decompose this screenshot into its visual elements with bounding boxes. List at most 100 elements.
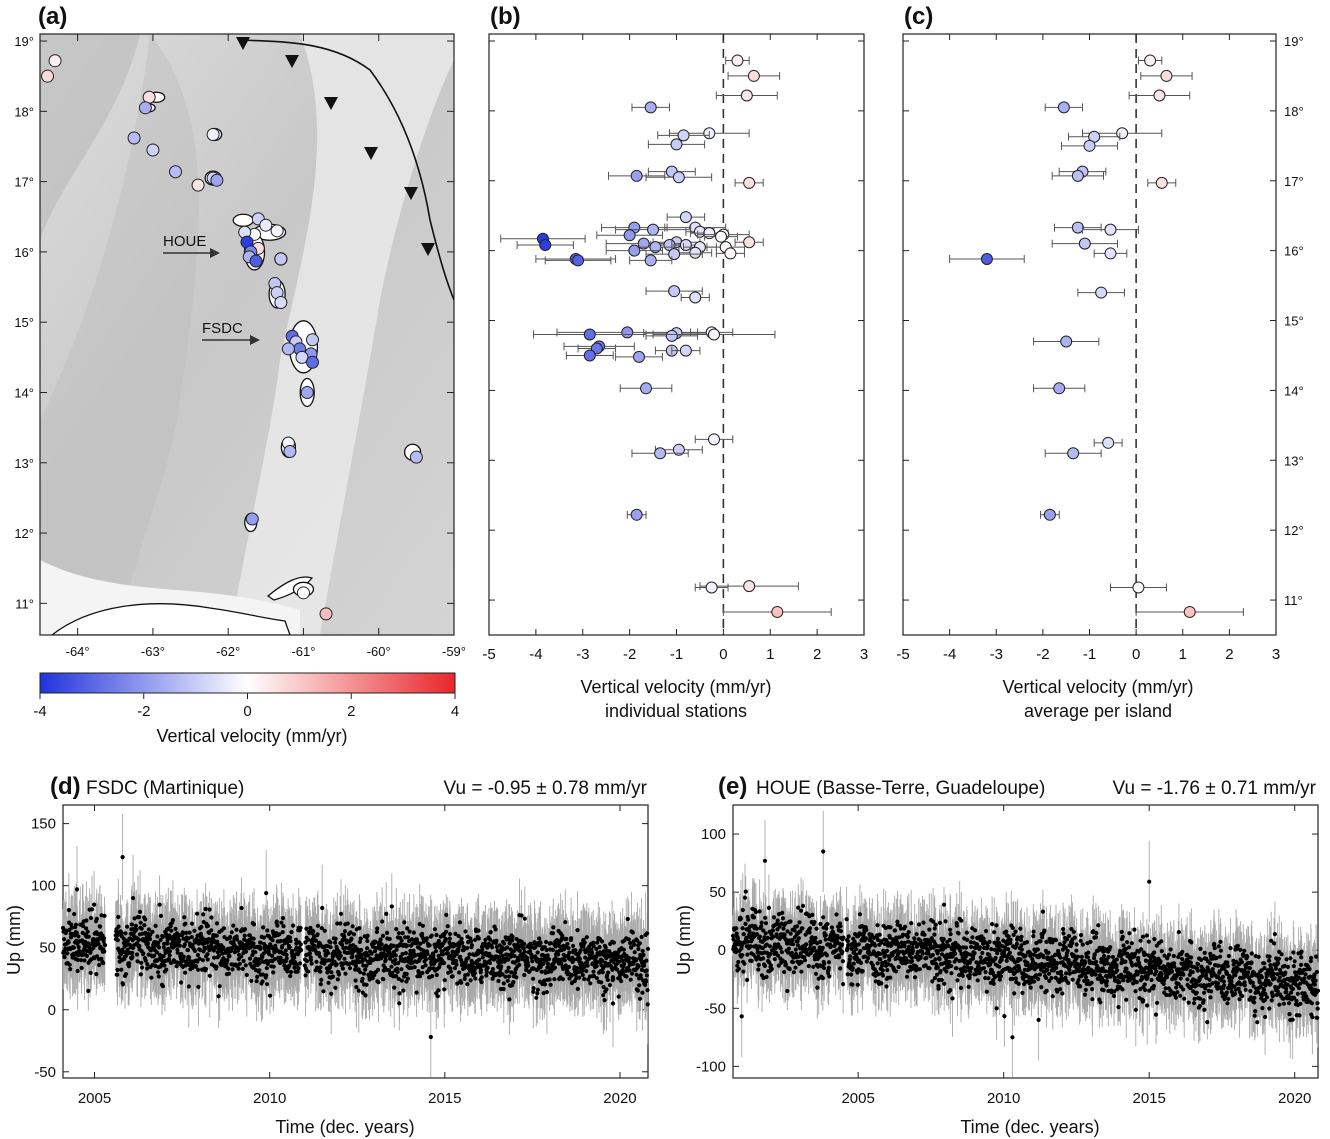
map-station: [127, 131, 141, 145]
panel-d-title: FSDC (Martinique): [86, 778, 244, 799]
velocity-point: [731, 54, 744, 67]
y-tick-label: 19°: [1284, 34, 1304, 49]
map-station: [305, 355, 319, 369]
y-tick-label: -50: [34, 1064, 56, 1081]
y-tick-label: 100: [31, 878, 56, 895]
colorbar-tick-label: -4: [33, 703, 46, 720]
velocity-point: [1144, 54, 1157, 67]
map-arc-platform: [230, 34, 454, 635]
colorbar-ticks: -4 -2 0 2 4: [33, 693, 459, 720]
map-area: [40, 34, 454, 635]
x-tick-label: 1: [1179, 646, 1187, 663]
velocity-point: [630, 508, 643, 521]
map-y-tick-label: 12°: [14, 526, 34, 541]
velocity-point: [747, 69, 760, 82]
map-station: [138, 101, 152, 115]
colorbar-tick-label: 2: [347, 703, 355, 720]
map-station: [300, 385, 314, 399]
y-tick-label: 13°: [1284, 453, 1304, 468]
houe-label: HOUE: [163, 233, 206, 250]
panel-c-label: (c): [904, 3, 933, 30]
velocity-point: [1043, 508, 1056, 521]
map-station: [296, 586, 310, 600]
velocity-point: [1104, 223, 1117, 236]
x-tick-label: 3: [1272, 646, 1280, 663]
map-station: [274, 252, 288, 266]
velocity-point: [539, 239, 552, 252]
y-tick-label: 0: [48, 1002, 56, 1019]
panel-e: (e) HOUE (Basse-Terre, Guadeloupe) Vu = …: [674, 773, 1321, 1137]
velocity-point: [708, 328, 720, 341]
x-tick-label: 3: [860, 646, 868, 663]
panel-e-title: HOUE (Basse-Terre, Guadeloupe): [756, 778, 1045, 799]
x-tick-label: 2020: [603, 1090, 636, 1107]
velocity-point: [630, 169, 643, 182]
velocity-point: [1102, 436, 1115, 449]
trench-tooth: [236, 37, 250, 50]
map-y-tick-label: 13°: [14, 456, 34, 471]
velocity-point: [668, 285, 681, 298]
trench-tooth: [285, 55, 299, 68]
map-island: [232, 213, 254, 227]
velocity-point: [644, 101, 657, 114]
up-series-points: [730, 849, 1321, 1040]
panel-c-xlabel2: average per island: [1024, 701, 1172, 721]
velocity-point: [708, 433, 720, 446]
panel-b: (b) -5 -4 -3 -2 -1 0 1 2 3 Vertical velocity (mm…: [482, 3, 868, 721]
velocity-point: [679, 211, 692, 224]
map-y-tick-label: 11°: [15, 596, 34, 611]
x-tick-label: 2005: [78, 1090, 111, 1107]
velocity-point: [583, 349, 596, 362]
velocity-point: [1095, 286, 1108, 299]
y-tick-label: 18°: [1284, 104, 1304, 119]
map-y-tick-label: 17°: [14, 175, 34, 190]
map-x-tick-label: -60°: [367, 644, 391, 659]
map-station: [191, 178, 205, 192]
panel-e-ylabel: Up (mm): [674, 905, 694, 975]
fsdc-label: FSDC: [202, 320, 243, 337]
velocity-point: [672, 443, 685, 456]
velocity-point: [649, 241, 662, 254]
y-tick-label: 50: [709, 884, 726, 901]
velocity-point: [590, 342, 603, 355]
map-station: [319, 607, 333, 621]
panel-c: (c) -5 -4 -3 -2 -1 0 1 2 3 19° 18° 17° 16° 15° 14° 13° 1…: [896, 3, 1303, 721]
fsdc-arrowhead: [250, 335, 260, 345]
x-tick-label: -4: [529, 646, 542, 663]
velocity-point: [1153, 89, 1166, 102]
x-tick-label: 1: [766, 646, 774, 663]
map-station: [245, 512, 259, 526]
map-station: [283, 445, 297, 459]
velocity-point: [628, 244, 641, 257]
x-tick-label: -4: [943, 646, 956, 663]
velocity-point: [668, 248, 681, 261]
velocity-point: [743, 580, 756, 593]
trench-tooth: [324, 97, 338, 110]
x-tick-label: 2: [1225, 646, 1233, 663]
map-station: [270, 224, 284, 238]
map-y-tick-label: 15°: [14, 315, 34, 330]
velocity-point: [583, 328, 596, 341]
panel-c-xlabel: Vertical velocity (mm/yr): [1002, 677, 1193, 697]
map-basin-shade: [40, 34, 140, 240]
colorbar-label: Vertical velocity (mm/yr): [156, 726, 347, 746]
velocity-point: [743, 236, 756, 249]
x-tick-label: 2: [813, 646, 821, 663]
colorbar: [39, 672, 456, 694]
panel-d-label: (d): [50, 773, 81, 800]
velocity-point: [980, 253, 993, 266]
panel-d-ylabel: Up (mm): [4, 905, 24, 975]
velocity-point: [623, 229, 636, 242]
y-tick-label: 150: [31, 816, 56, 833]
velocity-point: [1067, 447, 1080, 460]
x-tick-label: 2010: [987, 1090, 1020, 1107]
map-x-tick-label: -59°: [442, 644, 466, 659]
x-tick-label: -3: [576, 646, 589, 663]
panel-b-xlabel: Vertical velocity (mm/yr): [580, 677, 771, 697]
y-tick-label: 0: [718, 942, 726, 959]
colorbar-tick-label: -2: [137, 703, 150, 720]
map-ridge-shade: [40, 34, 199, 635]
velocity-point: [1183, 605, 1196, 618]
map-south-america-coast: [50, 603, 291, 635]
